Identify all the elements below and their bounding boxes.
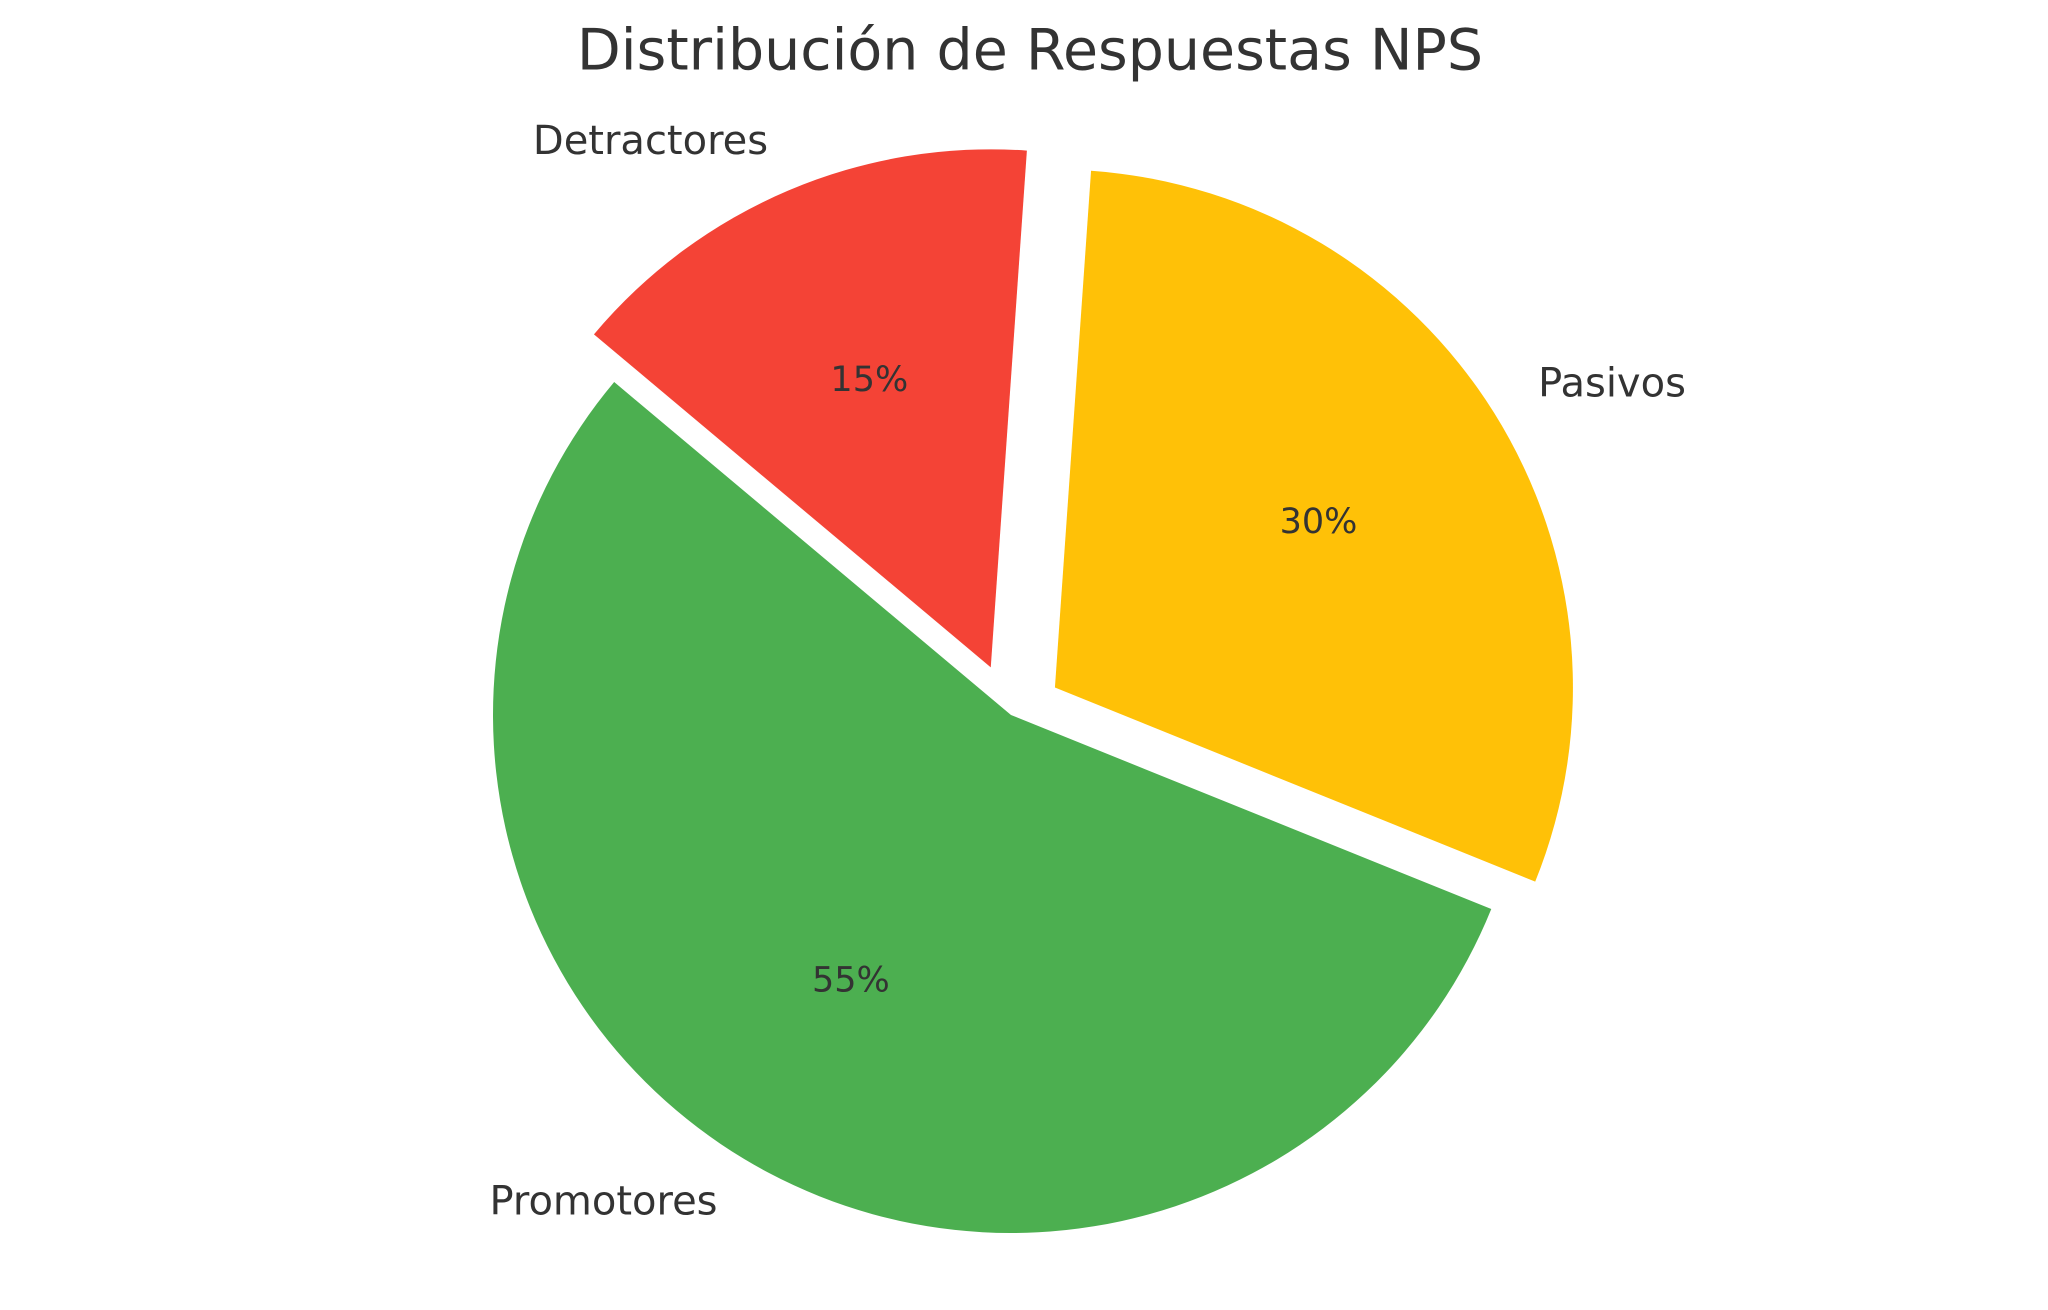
slice-label: Pasivos — [1538, 361, 1686, 407]
value-label: 55% — [812, 960, 890, 1000]
value-label: 15% — [830, 360, 908, 400]
pie-slice — [593, 149, 1027, 668]
pie-slice — [493, 382, 1492, 1233]
slice-label: Promotores — [489, 1178, 717, 1224]
pie-slice — [1054, 170, 1573, 882]
slice-label: Detractores — [533, 118, 768, 164]
chart-title: Distribución de Respuestas NPS — [577, 18, 1483, 84]
value-label: 30% — [1280, 502, 1358, 542]
